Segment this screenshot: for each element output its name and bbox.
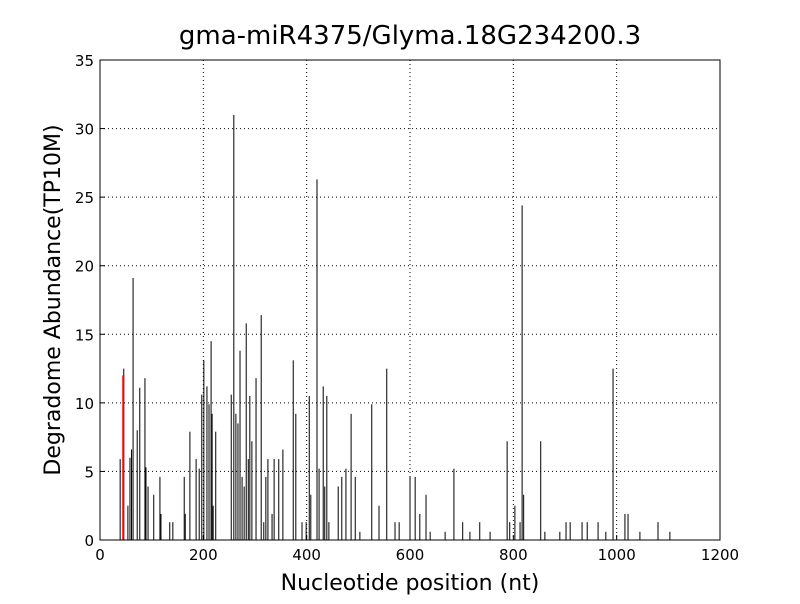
x-tick-label: 800	[499, 546, 528, 564]
x-tick-label: 400	[292, 546, 321, 564]
chart-title: gma-miR4375/Glyma.18G234200.3	[179, 21, 641, 51]
x-tick-label: 1000	[598, 546, 636, 564]
x-tick-label: 1200	[701, 546, 739, 564]
y-tick-label: 30	[75, 121, 94, 139]
x-tick-label: 600	[396, 546, 425, 564]
x-tick-label: 0	[95, 546, 105, 564]
y-tick-label: 20	[75, 258, 94, 276]
y-tick-label: 0	[84, 532, 94, 550]
x-tick-label: 200	[189, 546, 218, 564]
plot-frame	[99, 59, 721, 541]
y-axis-label: Degradome Abundance(TP10M)	[41, 124, 66, 475]
y-tick-label: 35	[75, 52, 94, 70]
y-tick-label: 25	[75, 189, 94, 207]
y-tick-label: 15	[75, 326, 94, 344]
y-tick-label: 10	[75, 395, 94, 413]
x-axis-label: Nucleotide position (nt)	[281, 571, 540, 596]
y-tick-label: 5	[84, 463, 94, 481]
